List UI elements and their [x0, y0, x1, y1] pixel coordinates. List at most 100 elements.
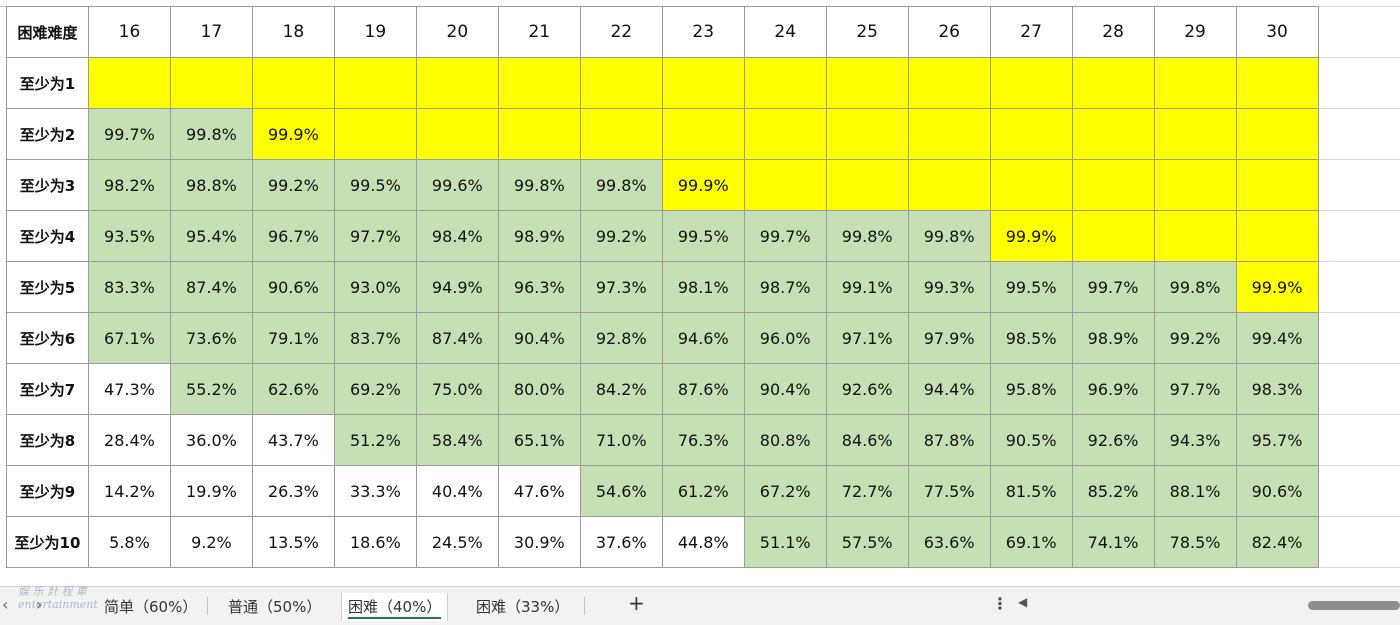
probability-cell[interactable]: 88.1% — [1154, 466, 1236, 517]
probability-cell[interactable] — [88, 58, 170, 109]
empty-cell[interactable] — [1318, 466, 1400, 517]
probability-cell[interactable]: 98.3% — [1236, 364, 1318, 415]
probability-cell[interactable]: 96.0% — [744, 313, 826, 364]
row-header-cell[interactable]: 至少为4 — [7, 211, 89, 262]
probability-cell[interactable]: 99.7% — [88, 109, 170, 160]
probability-cell[interactable]: 36.0% — [170, 415, 252, 466]
empty-cell[interactable] — [1318, 7, 1400, 58]
column-header-cell[interactable]: 28 — [1072, 7, 1154, 58]
probability-cell[interactable] — [1236, 211, 1318, 262]
probability-cell[interactable] — [1072, 109, 1154, 160]
probability-cell[interactable]: 99.9% — [1236, 262, 1318, 313]
probability-cell[interactable]: 92.6% — [826, 364, 908, 415]
probability-cell[interactable]: 67.2% — [744, 466, 826, 517]
probability-cell[interactable]: 99.5% — [990, 262, 1072, 313]
probability-cell[interactable]: 73.6% — [170, 313, 252, 364]
probability-cell[interactable]: 99.7% — [1072, 262, 1154, 313]
probability-cell[interactable]: 97.7% — [1154, 364, 1236, 415]
probability-cell[interactable]: 99.3% — [908, 262, 990, 313]
probability-cell[interactable]: 83.7% — [334, 313, 416, 364]
probability-cell[interactable]: 98.8% — [170, 160, 252, 211]
row-header-cell[interactable]: 至少为8 — [7, 415, 89, 466]
probability-cell[interactable] — [990, 109, 1072, 160]
probability-cell[interactable]: 85.2% — [1072, 466, 1154, 517]
probability-cell[interactable]: 47.6% — [498, 466, 580, 517]
probability-cell[interactable] — [908, 109, 990, 160]
add-sheet-plus-icon[interactable]: + — [628, 591, 645, 615]
sheet-tab-normal[interactable]: 普通（50%） — [222, 593, 327, 621]
probability-cell[interactable]: 9.2% — [170, 517, 252, 568]
probability-cell[interactable] — [990, 160, 1072, 211]
probability-cell[interactable] — [826, 109, 908, 160]
probability-cell[interactable]: 79.1% — [252, 313, 334, 364]
probability-cell[interactable] — [1236, 109, 1318, 160]
probability-cell[interactable] — [334, 58, 416, 109]
probability-cell[interactable]: 90.6% — [252, 262, 334, 313]
probability-cell[interactable]: 54.6% — [580, 466, 662, 517]
column-header-cell[interactable]: 18 — [252, 7, 334, 58]
probability-cell[interactable] — [1154, 58, 1236, 109]
probability-cell[interactable]: 98.4% — [416, 211, 498, 262]
probability-cell[interactable] — [1072, 211, 1154, 262]
probability-cell[interactable]: 80.8% — [744, 415, 826, 466]
probability-cell[interactable]: 84.2% — [580, 364, 662, 415]
probability-cell[interactable] — [1072, 160, 1154, 211]
probability-cell[interactable]: 92.8% — [580, 313, 662, 364]
probability-cell[interactable]: 94.6% — [662, 313, 744, 364]
probability-cell[interactable]: 81.5% — [990, 466, 1072, 517]
empty-cell[interactable] — [1318, 517, 1400, 568]
column-header-cell[interactable]: 21 — [498, 7, 580, 58]
probability-cell[interactable]: 99.1% — [826, 262, 908, 313]
probability-cell[interactable]: 77.5% — [908, 466, 990, 517]
probability-cell[interactable] — [744, 160, 826, 211]
probability-cell[interactable]: 90.4% — [498, 313, 580, 364]
probability-cell[interactable]: 99.8% — [580, 160, 662, 211]
probability-cell[interactable] — [580, 109, 662, 160]
row-header-cell[interactable]: 至少为3 — [7, 160, 89, 211]
probability-cell[interactable]: 55.2% — [170, 364, 252, 415]
probability-cell[interactable]: 30.9% — [498, 517, 580, 568]
column-header-cell[interactable]: 22 — [580, 7, 662, 58]
prev-sheet-arrow-icon[interactable]: ‹ — [2, 595, 8, 614]
probability-cell[interactable]: 99.6% — [416, 160, 498, 211]
probability-cell[interactable]: 71.0% — [580, 415, 662, 466]
empty-cell[interactable] — [1318, 415, 1400, 466]
sheet-tab-easy[interactable]: 简单（60%） — [98, 593, 203, 621]
probability-cell[interactable]: 28.4% — [88, 415, 170, 466]
probability-cell[interactable]: 99.8% — [170, 109, 252, 160]
probability-cell[interactable]: 24.5% — [416, 517, 498, 568]
probability-cell[interactable]: 43.7% — [252, 415, 334, 466]
probability-cell[interactable] — [1236, 160, 1318, 211]
probability-cell[interactable] — [744, 58, 826, 109]
column-header-cell[interactable]: 19 — [334, 7, 416, 58]
probability-cell[interactable]: 37.6% — [580, 517, 662, 568]
column-header-cell[interactable]: 25 — [826, 7, 908, 58]
probability-cell[interactable] — [662, 109, 744, 160]
probability-cell[interactable]: 95.4% — [170, 211, 252, 262]
probability-cell[interactable]: 97.7% — [334, 211, 416, 262]
probability-cell[interactable]: 72.7% — [826, 466, 908, 517]
probability-cell[interactable]: 97.3% — [580, 262, 662, 313]
empty-cell[interactable] — [1318, 211, 1400, 262]
more-options-icon[interactable]: ⋮ — [992, 594, 1008, 613]
empty-cell[interactable] — [1318, 160, 1400, 211]
row-header-cell[interactable]: 至少为5 — [7, 262, 89, 313]
probability-cell[interactable]: 99.5% — [662, 211, 744, 262]
probability-cell[interactable]: 83.3% — [88, 262, 170, 313]
row-header-cell[interactable]: 至少为1 — [7, 58, 89, 109]
horizontal-scrollbar-thumb[interactable] — [1308, 601, 1400, 610]
empty-cell[interactable] — [1318, 58, 1400, 109]
probability-cell[interactable]: 97.1% — [826, 313, 908, 364]
probability-cell[interactable]: 99.9% — [252, 109, 334, 160]
probability-cell[interactable]: 98.9% — [1072, 313, 1154, 364]
probability-cell[interactable]: 98.1% — [662, 262, 744, 313]
probability-cell[interactable] — [744, 109, 826, 160]
probability-cell[interactable] — [1154, 211, 1236, 262]
probability-cell[interactable]: 94.4% — [908, 364, 990, 415]
probability-cell[interactable]: 87.4% — [170, 262, 252, 313]
probability-cell[interactable]: 90.4% — [744, 364, 826, 415]
row-header-cell[interactable]: 至少为9 — [7, 466, 89, 517]
probability-cell[interactable] — [908, 160, 990, 211]
probability-cell[interactable]: 5.8% — [88, 517, 170, 568]
